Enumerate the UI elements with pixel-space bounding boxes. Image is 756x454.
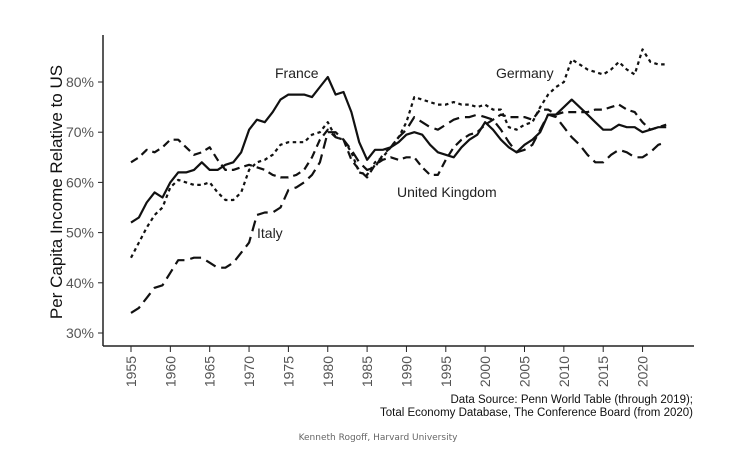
x-tick-label: 2005 xyxy=(517,356,533,387)
author-credit: Kenneth Rogoff, Harvard University xyxy=(298,433,458,443)
x-ticks: 1955 1960 1965 1970 1975 1980 1985 1990 1995 2000… xyxy=(123,346,651,387)
x-tick-label: 2015 xyxy=(595,356,611,387)
y-tick-label: 70% xyxy=(66,124,94,140)
y-tick-label: 60% xyxy=(66,174,94,190)
x-tick-label: 2020 xyxy=(635,356,651,387)
y-tick-label: 30% xyxy=(66,325,94,341)
series-label-germany: Germany xyxy=(496,65,554,81)
y-tick-label: 50% xyxy=(66,225,94,241)
x-tick-label: 1980 xyxy=(320,356,336,387)
x-tick-label: 1965 xyxy=(202,356,218,387)
y-tick-label: 80% xyxy=(66,74,94,90)
series-label-france: France xyxy=(275,65,319,81)
series-lines xyxy=(130,48,667,314)
x-tick-label: 1995 xyxy=(438,356,454,387)
series-line-italy xyxy=(130,113,667,314)
x-tick-label: 1985 xyxy=(359,356,375,387)
x-tick-label: 1960 xyxy=(162,356,178,387)
x-tick-label: 1955 xyxy=(123,356,139,387)
series-label-united-kingdom: United Kingdom xyxy=(397,184,497,200)
x-tick-label: 1970 xyxy=(241,356,257,387)
data-source-line-2: Total Economy Database, The Conference B… xyxy=(380,407,693,419)
x-tick-label: 2010 xyxy=(556,356,572,387)
series-line-france xyxy=(130,75,667,224)
y-axis-title: Per Capita Income Relative to US xyxy=(47,65,66,319)
y-ticks: 30% 40% 50% 60% 70% 80% xyxy=(66,74,103,341)
x-tick-label: 1975 xyxy=(280,356,296,387)
data-source-line-1: Data Source: Penn World Table (through 2… xyxy=(451,394,694,406)
x-tick-label: 2000 xyxy=(477,356,493,387)
y-tick-label: 40% xyxy=(66,275,94,291)
axes: 30%40%50%60%70%80% 1955 1960 1965 1970 1975 1… xyxy=(66,35,694,387)
series-label-italy: Italy xyxy=(257,225,283,241)
x-tick-label: 1990 xyxy=(398,356,414,387)
